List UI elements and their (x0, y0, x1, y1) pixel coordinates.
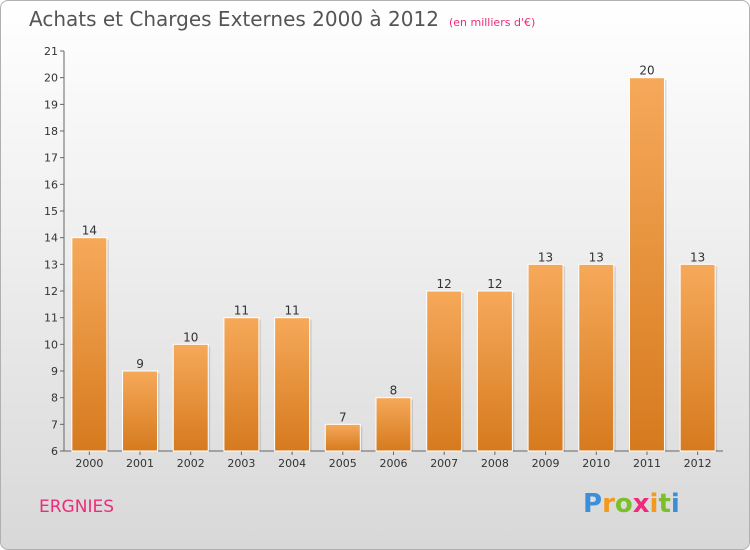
data-label: 14 (82, 224, 97, 238)
logo-letter: r (602, 489, 615, 519)
bar-2000 (71, 237, 108, 452)
data-label: 12 (437, 277, 452, 291)
logo-letter: P (583, 489, 603, 519)
chart-title-row: Achats et Charges Externes 2000 à 2012 (e… (29, 7, 535, 31)
bar-2006 (375, 397, 412, 452)
x-tick-label: 2001 (126, 457, 154, 470)
y-tick-label: 13 (44, 258, 58, 271)
bar-2001 (122, 370, 159, 452)
data-label: 10 (183, 330, 198, 344)
y-tick-label: 16 (44, 178, 58, 191)
x-tick-label: 2006 (380, 457, 408, 470)
bar-2003 (223, 317, 260, 452)
logo-letter: o (614, 489, 633, 519)
bar-2009 (527, 263, 564, 452)
data-label: 11 (284, 304, 299, 318)
x-tick-label: 2005 (329, 457, 357, 470)
bar-2008 (476, 290, 513, 452)
data-label: 7 (339, 410, 347, 424)
data-label: 11 (234, 304, 249, 318)
logo-letter: i (649, 489, 659, 519)
data-label: 20 (639, 64, 654, 78)
commune-name: ERGNIES (39, 497, 114, 517)
x-tick-label: 2003 (227, 457, 255, 470)
y-tick-label: 15 (44, 205, 58, 218)
x-tick-label: 2009 (532, 457, 560, 470)
y-tick-label: 8 (51, 392, 58, 405)
y-tick-label: 14 (44, 232, 58, 245)
y-tick-label: 7 (51, 418, 58, 431)
bar-2005 (324, 423, 361, 452)
chart-subtitle: (en milliers d'€) (448, 16, 536, 29)
x-tick-label: 2007 (430, 457, 458, 470)
x-tick-label: 2012 (684, 457, 712, 470)
data-label: 8 (390, 384, 398, 398)
data-label: 13 (690, 250, 705, 264)
data-label: 9 (136, 357, 144, 371)
bar-2011 (628, 77, 665, 452)
y-tick-label: 18 (44, 125, 58, 138)
x-tick-label: 2010 (582, 457, 610, 470)
y-tick-label: 12 (44, 285, 58, 298)
y-tick-label: 11 (44, 312, 58, 325)
logo-letter: i (670, 489, 680, 519)
x-tick-label: 2000 (75, 457, 103, 470)
bar-2004 (274, 317, 311, 452)
data-label: 13 (589, 250, 604, 264)
y-tick-label: 10 (44, 338, 58, 351)
y-tick-label: 21 (44, 45, 58, 58)
x-tick-label: 2011 (633, 457, 661, 470)
logo-letter: t (658, 489, 671, 519)
chart-title: Achats et Charges Externes 2000 à 2012 (29, 7, 439, 31)
bar-2002 (172, 343, 209, 452)
bar-2007 (426, 290, 463, 452)
x-tick-label: 2008 (481, 457, 509, 470)
logo-letter: x (632, 489, 650, 519)
y-tick-label: 20 (44, 72, 58, 85)
x-tick-label: 2004 (278, 457, 306, 470)
data-label: 12 (487, 277, 502, 291)
bar-2012 (679, 263, 716, 452)
y-tick-label: 19 (44, 98, 58, 111)
bar-2010 (578, 263, 615, 452)
data-label: 13 (538, 250, 553, 264)
y-tick-label: 17 (44, 152, 58, 165)
y-tick-label: 6 (51, 445, 58, 458)
x-tick-label: 2002 (177, 457, 205, 470)
y-tick-label: 9 (51, 365, 58, 378)
proxiti-logo: Proxiti (583, 489, 680, 519)
